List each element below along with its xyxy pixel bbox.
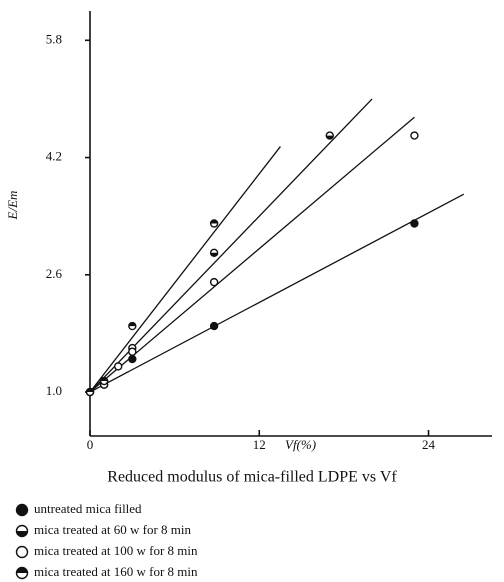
marker-part xyxy=(129,348,136,355)
y-tick-label: 1.0 xyxy=(46,383,62,398)
legend-label: mica treated at 160 w for 8 min xyxy=(34,564,198,579)
marker xyxy=(101,378,108,385)
trend-line xyxy=(90,147,280,392)
chart-title: Reduced modulus of mica-filled LDPE vs V… xyxy=(107,469,397,486)
marker xyxy=(211,323,218,330)
marker xyxy=(326,132,333,139)
y-axis-label: E/Em xyxy=(5,191,20,221)
x-tick-label: 24 xyxy=(422,437,436,452)
x-tick-label: 12 xyxy=(253,437,266,452)
marker xyxy=(87,389,94,396)
marker-part xyxy=(411,220,418,227)
x-tick-label: 0 xyxy=(87,437,94,452)
chart: E/Em Vf(%) Reduced modulus of mica-fille… xyxy=(0,0,504,582)
y-tick-label: 4.2 xyxy=(46,149,62,164)
marker-part xyxy=(17,547,28,558)
y-tick-label: 2.6 xyxy=(46,266,63,281)
legend-label: mica treated at 100 w for 8 min xyxy=(34,543,198,558)
marker-part xyxy=(115,363,122,370)
marker xyxy=(17,505,28,516)
marker xyxy=(115,363,122,370)
marker xyxy=(411,220,418,227)
legend-label: untreated mica filled xyxy=(34,501,142,516)
marker xyxy=(17,526,28,537)
x-axis-label: Vf(%) xyxy=(285,437,316,452)
legend-label: mica treated at 60 w for 8 min xyxy=(34,522,192,537)
trend-line xyxy=(90,117,414,392)
marker xyxy=(129,348,136,355)
marker-part xyxy=(211,279,218,286)
trend-line xyxy=(90,194,464,392)
marker xyxy=(129,323,136,330)
marker xyxy=(211,249,218,256)
marker xyxy=(411,132,418,139)
marker-part xyxy=(411,132,418,139)
y-tick-label: 5.8 xyxy=(46,31,62,46)
marker xyxy=(17,547,28,558)
marker-part xyxy=(17,505,28,516)
marker-part xyxy=(211,323,218,330)
marker xyxy=(17,568,28,579)
marker xyxy=(211,279,218,286)
marker xyxy=(211,220,218,227)
